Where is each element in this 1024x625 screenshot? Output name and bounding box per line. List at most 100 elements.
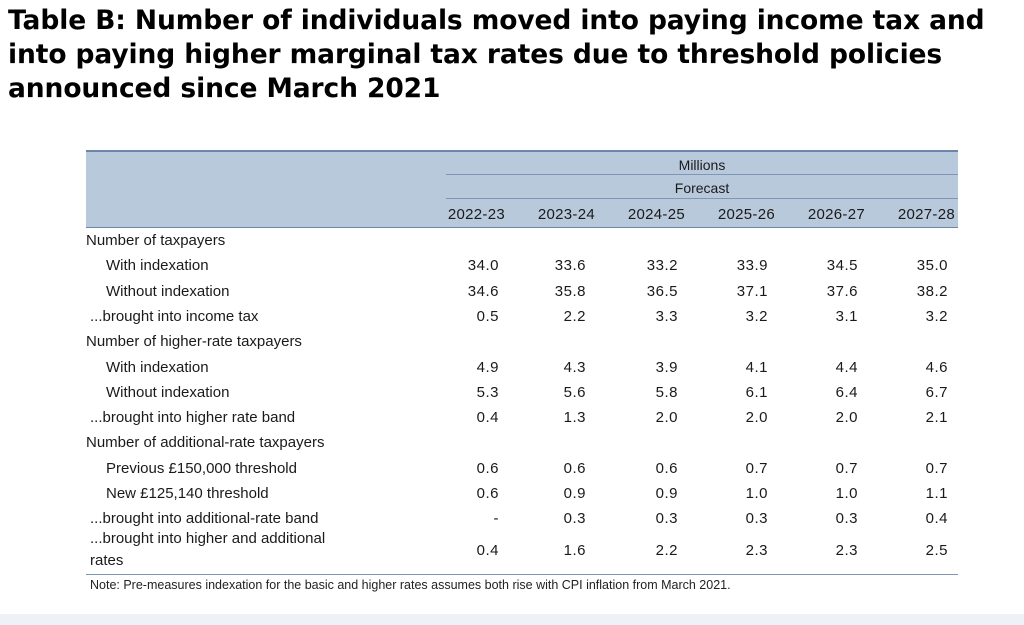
header-divider bbox=[446, 174, 958, 175]
table-row: Previous £150,000 threshold 0.6 0.6 0.6 0.7 0… bbox=[86, 458, 958, 483]
table-row: Without indexation 34.6 35.8 36.5 37.1 37.6 38… bbox=[86, 281, 958, 306]
table-row: ...brought into additional-rate band - 0.3… bbox=[86, 508, 958, 533]
row-value: 0.7 bbox=[835, 459, 858, 477]
year-header: 2023-24 bbox=[537, 206, 595, 223]
row-value: 2.0 bbox=[745, 409, 768, 427]
row-value: 3.9 bbox=[655, 358, 678, 376]
table-note: Note: Pre-measures indexation for the ba… bbox=[90, 578, 731, 592]
table-title: Table B: Number of individuals moved int… bbox=[8, 4, 1018, 106]
row-value: 4.4 bbox=[835, 358, 858, 376]
row-value: 0.3 bbox=[655, 510, 678, 528]
row-value: 0.6 bbox=[655, 459, 678, 477]
row-value: 0.6 bbox=[476, 459, 499, 477]
section-row: Number of additional-rate taxpayers bbox=[86, 432, 958, 457]
row-value: 2.1 bbox=[925, 409, 948, 427]
row-value: 2.5 bbox=[925, 542, 948, 559]
row-value: 37.1 bbox=[736, 282, 768, 300]
row-value: 0.3 bbox=[835, 510, 858, 528]
row-label: Previous £150,000 threshold bbox=[106, 459, 297, 477]
section-row: Number of higher-rate taxpayers bbox=[86, 331, 958, 356]
header-rule bbox=[86, 227, 958, 228]
row-value: 4.1 bbox=[745, 358, 768, 376]
row-value: 34.0 bbox=[467, 257, 499, 275]
row-value: 0.4 bbox=[476, 542, 499, 559]
row-label: ...brought into income tax bbox=[90, 307, 259, 325]
row-value: 6.4 bbox=[835, 383, 858, 401]
row-label: rates bbox=[90, 552, 124, 569]
row-value: 0.6 bbox=[563, 459, 586, 477]
row-value: 1.0 bbox=[835, 485, 858, 502]
row-value: 3.2 bbox=[925, 307, 948, 325]
table-row: ...brought into income tax 0.5 2.2 3.3 3.2 3.… bbox=[86, 306, 958, 331]
row-value: 6.1 bbox=[745, 383, 768, 401]
row-value: 6.7 bbox=[925, 383, 948, 401]
section-label: Number of additional-rate taxpayers bbox=[86, 434, 325, 452]
row-value: 2.0 bbox=[835, 409, 858, 427]
table-row: New £125,140 threshold 0.6 0.9 0.9 1.0 1.0 1.1 bbox=[86, 483, 958, 508]
row-value: 3.2 bbox=[745, 307, 768, 325]
row-value: 33.9 bbox=[736, 257, 768, 275]
row-label: Without indexation bbox=[106, 383, 230, 401]
row-value: 33.2 bbox=[646, 257, 678, 275]
row-value: 1.3 bbox=[563, 409, 586, 427]
section-label: Number of higher-rate taxpayers bbox=[86, 333, 302, 351]
title-line-3: announced since March 2021 bbox=[8, 73, 441, 104]
row-value: 37.6 bbox=[826, 282, 858, 300]
row-value: 5.8 bbox=[655, 383, 678, 401]
row-value: 4.3 bbox=[563, 358, 586, 376]
forecast-label: Forecast bbox=[674, 180, 730, 196]
page-bottom-band bbox=[0, 614, 1024, 625]
row-value: 1.0 bbox=[745, 485, 768, 502]
row-value: 3.1 bbox=[835, 307, 858, 325]
row-value: 2.3 bbox=[835, 542, 858, 559]
row-value: 4.9 bbox=[476, 358, 499, 376]
row-value: 0.3 bbox=[563, 510, 586, 528]
row-label: With indexation bbox=[106, 257, 209, 275]
row-label: ...brought into higher and additional bbox=[90, 530, 326, 547]
row-value: 33.6 bbox=[554, 257, 586, 275]
note-rule bbox=[86, 574, 958, 575]
row-value: 35.0 bbox=[916, 257, 948, 275]
row-value: 1.6 bbox=[563, 542, 586, 559]
row-value: 36.5 bbox=[646, 282, 678, 300]
table-row: ...brought into higher rate band 0.4 1.3 2.… bbox=[86, 407, 958, 432]
row-value: 2.3 bbox=[745, 542, 768, 559]
row-label: ...brought into additional-rate band bbox=[90, 510, 319, 528]
title-line-1: Table B: Number of individuals moved int… bbox=[8, 5, 985, 36]
row-value: 1.1 bbox=[925, 485, 948, 502]
row-value: 34.5 bbox=[826, 257, 858, 275]
row-value: 34.6 bbox=[467, 282, 499, 300]
row-value: 3.3 bbox=[655, 307, 678, 325]
row-value: 38.2 bbox=[916, 282, 948, 300]
section-label: Number of taxpayers bbox=[86, 232, 226, 249]
row-value: 0.4 bbox=[925, 510, 948, 528]
row-value: 0.3 bbox=[745, 510, 768, 528]
row-value: 2.2 bbox=[655, 542, 678, 559]
row-value: 2.2 bbox=[563, 307, 586, 325]
row-value: 0.7 bbox=[925, 459, 948, 477]
row-value: 2.0 bbox=[655, 409, 678, 427]
row-value: 5.6 bbox=[563, 383, 586, 401]
year-header: 2022-23 bbox=[447, 206, 505, 223]
row-value: 4.6 bbox=[925, 358, 948, 376]
year-header: 2026-27 bbox=[807, 206, 865, 223]
row-value: 0.4 bbox=[476, 409, 499, 427]
section-row: Number of taxpayers bbox=[86, 230, 958, 255]
header-divider bbox=[446, 198, 958, 199]
row-value: 0.6 bbox=[476, 485, 499, 502]
tax-table: Millions Forecast 2022-23 2023-24 2024-2… bbox=[86, 150, 958, 600]
year-header: 2024-25 bbox=[627, 206, 685, 223]
units-label: Millions bbox=[678, 157, 726, 173]
table-row: With indexation 34.0 33.6 33.2 33.9 34.5 35.0 bbox=[86, 255, 958, 280]
table-row: With indexation 4.9 4.3 3.9 4.1 4.4 4.6 bbox=[86, 357, 958, 382]
row-value: 0.9 bbox=[655, 485, 678, 502]
row-label: ...brought into higher rate band bbox=[90, 409, 296, 427]
row-value: 5.3 bbox=[476, 383, 499, 401]
title-line-2: into paying higher marginal tax rates du… bbox=[8, 39, 943, 70]
row-value: - bbox=[493, 510, 499, 528]
table-row: ...brought into higher and additional ra… bbox=[86, 530, 958, 572]
table-header: Millions Forecast 2022-23 2023-24 2024-2… bbox=[86, 150, 958, 228]
row-label: Without indexation bbox=[106, 282, 230, 300]
year-header: 2025-26 bbox=[717, 206, 775, 223]
row-label: New £125,140 threshold bbox=[106, 485, 269, 502]
